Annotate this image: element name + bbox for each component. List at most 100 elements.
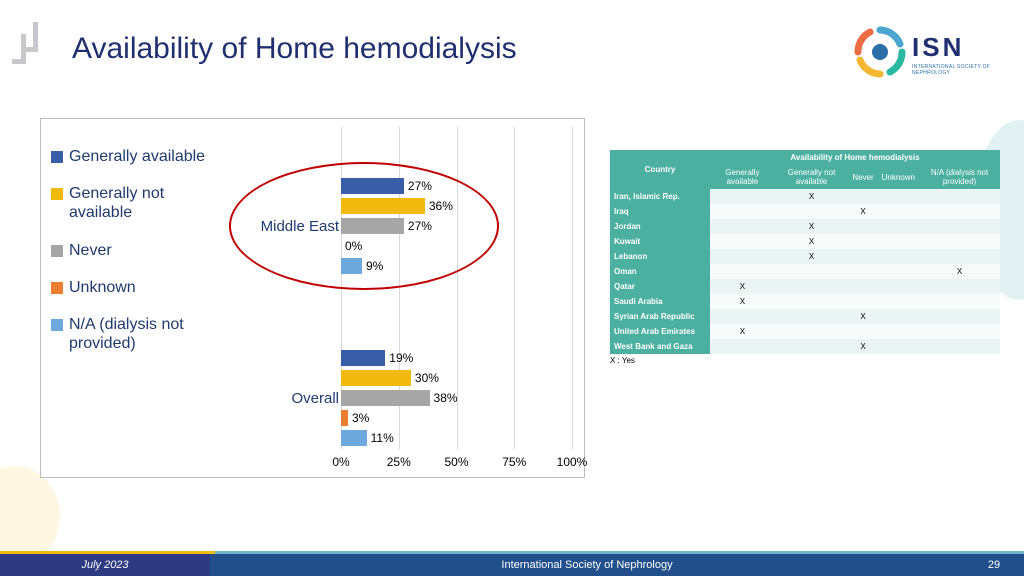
table-cell: X <box>775 189 849 204</box>
legend-label: Generally not available <box>69 184 221 222</box>
table-cell <box>878 234 919 249</box>
table-cell <box>919 204 1000 219</box>
chart-bar: 30% <box>341 370 411 386</box>
isn-logo-swirl-icon <box>854 26 906 78</box>
table-row: Saudi ArabiaX <box>610 294 1000 309</box>
table-cell <box>710 189 775 204</box>
table-cell <box>919 294 1000 309</box>
table-cell <box>878 264 919 279</box>
table-cell: X <box>710 279 775 294</box>
table-cell <box>775 309 849 324</box>
table-footnote: X : Yes <box>610 356 1000 365</box>
chart-bar: 19% <box>341 350 385 366</box>
table-row-country: Syrian Arab Republic <box>610 309 710 324</box>
footer-date: July 2023 <box>0 554 210 576</box>
table-cell: X <box>848 204 877 219</box>
table-cell: X <box>775 219 849 234</box>
x-tick-label: 50% <box>444 455 468 469</box>
table-row: Jordan X <box>610 219 1000 234</box>
table-row-country: Iran, Islamic Rep. <box>610 189 710 204</box>
table-cell <box>775 279 849 294</box>
table-cell <box>878 219 919 234</box>
table-cell <box>775 324 849 339</box>
table-cell <box>878 309 919 324</box>
table-cell <box>878 294 919 309</box>
table-cell <box>919 324 1000 339</box>
table-cell <box>878 204 919 219</box>
table-cell <box>848 324 877 339</box>
table-row: Syrian Arab Republic X <box>610 309 1000 324</box>
highlight-ellipse <box>229 162 499 290</box>
table-cell <box>848 249 877 264</box>
table-row: KuwaitX <box>610 234 1000 249</box>
legend-swatch <box>51 151 63 163</box>
chart-bar: 3% <box>341 410 348 426</box>
bar-value-label: 11% <box>367 431 394 445</box>
table-cell <box>848 294 877 309</box>
table-cell <box>710 264 775 279</box>
table-cell <box>710 234 775 249</box>
table-cell: X <box>710 324 775 339</box>
chart-bar: 38% <box>341 390 430 406</box>
table-row-country: Jordan <box>610 219 710 234</box>
table-row: Iran, Islamic Rep. X <box>610 189 1000 204</box>
table-cell <box>848 264 877 279</box>
legend-swatch <box>51 282 63 294</box>
table-row: Iraq X <box>610 204 1000 219</box>
table-column-header: Never <box>848 165 877 189</box>
page-title: Availability of Home hemodialysis <box>72 32 517 66</box>
legend-item: Generally available <box>51 147 221 166</box>
table-row: LebanonX <box>610 249 1000 264</box>
gridline <box>514 127 515 449</box>
corner-decoration-icon <box>8 22 56 70</box>
legend-label: N/A (dialysis not provided) <box>69 315 221 353</box>
table-cell <box>710 309 775 324</box>
table-cell <box>710 204 775 219</box>
legend-label: Generally available <box>69 147 205 166</box>
table-cell: X <box>919 264 1000 279</box>
chart-bar: 11% <box>341 430 367 446</box>
table-cell <box>848 279 877 294</box>
table-cell <box>710 249 775 264</box>
table-column-header: Unknown <box>878 165 919 189</box>
bar-value-label: 38% <box>430 391 458 405</box>
table-cell: X <box>775 249 849 264</box>
legend-label: Unknown <box>69 278 136 297</box>
chart-legend: Generally available Generally not availab… <box>51 147 221 371</box>
table-cell <box>775 339 849 354</box>
table-cell <box>710 339 775 354</box>
table-header-country: Country <box>610 150 710 189</box>
table-row-country: Iraq <box>610 204 710 219</box>
table-column-header: Generally not available <box>775 165 849 189</box>
footer-org: International Society of Nephrology <box>210 554 964 576</box>
legend-item: Unknown <box>51 278 221 297</box>
isn-logo: ISN INTERNATIONAL SOCIETY OF NEPHROLOGY <box>854 26 994 86</box>
table-cell <box>919 234 1000 249</box>
table-cell <box>878 189 919 204</box>
table-column-header: N/A (dialysis not provided) <box>919 165 1000 189</box>
bar-value-label: 3% <box>348 411 369 425</box>
chart-plot-area: 0%25%50%75%100% Middle East27%36%27%0%9%… <box>221 127 572 449</box>
legend-item: Never <box>51 241 221 260</box>
table-cell: X <box>848 309 877 324</box>
table-row: United Arab EmiratesX <box>610 324 1000 339</box>
table-cell <box>775 264 849 279</box>
table-cell <box>878 249 919 264</box>
table-cell <box>848 189 877 204</box>
table-cell <box>919 249 1000 264</box>
legend-item: Generally not available <box>51 184 221 222</box>
isn-logo-text: ISN <box>912 32 964 63</box>
slide-footer: July 2023 International Society of Nephr… <box>0 554 1024 576</box>
table-row-country: Qatar <box>610 279 710 294</box>
legend-item: N/A (dialysis not provided) <box>51 315 221 353</box>
table-cell <box>878 339 919 354</box>
x-tick-label: 100% <box>557 455 588 469</box>
table-cell <box>775 294 849 309</box>
legend-swatch <box>51 245 63 257</box>
table-row: West Bank and GazaX <box>610 339 1000 354</box>
chart-group-label: Overall <box>221 390 339 407</box>
gridline <box>572 127 573 449</box>
table-cell: X <box>710 294 775 309</box>
table-cell <box>878 279 919 294</box>
bar-value-label: 30% <box>411 371 439 385</box>
